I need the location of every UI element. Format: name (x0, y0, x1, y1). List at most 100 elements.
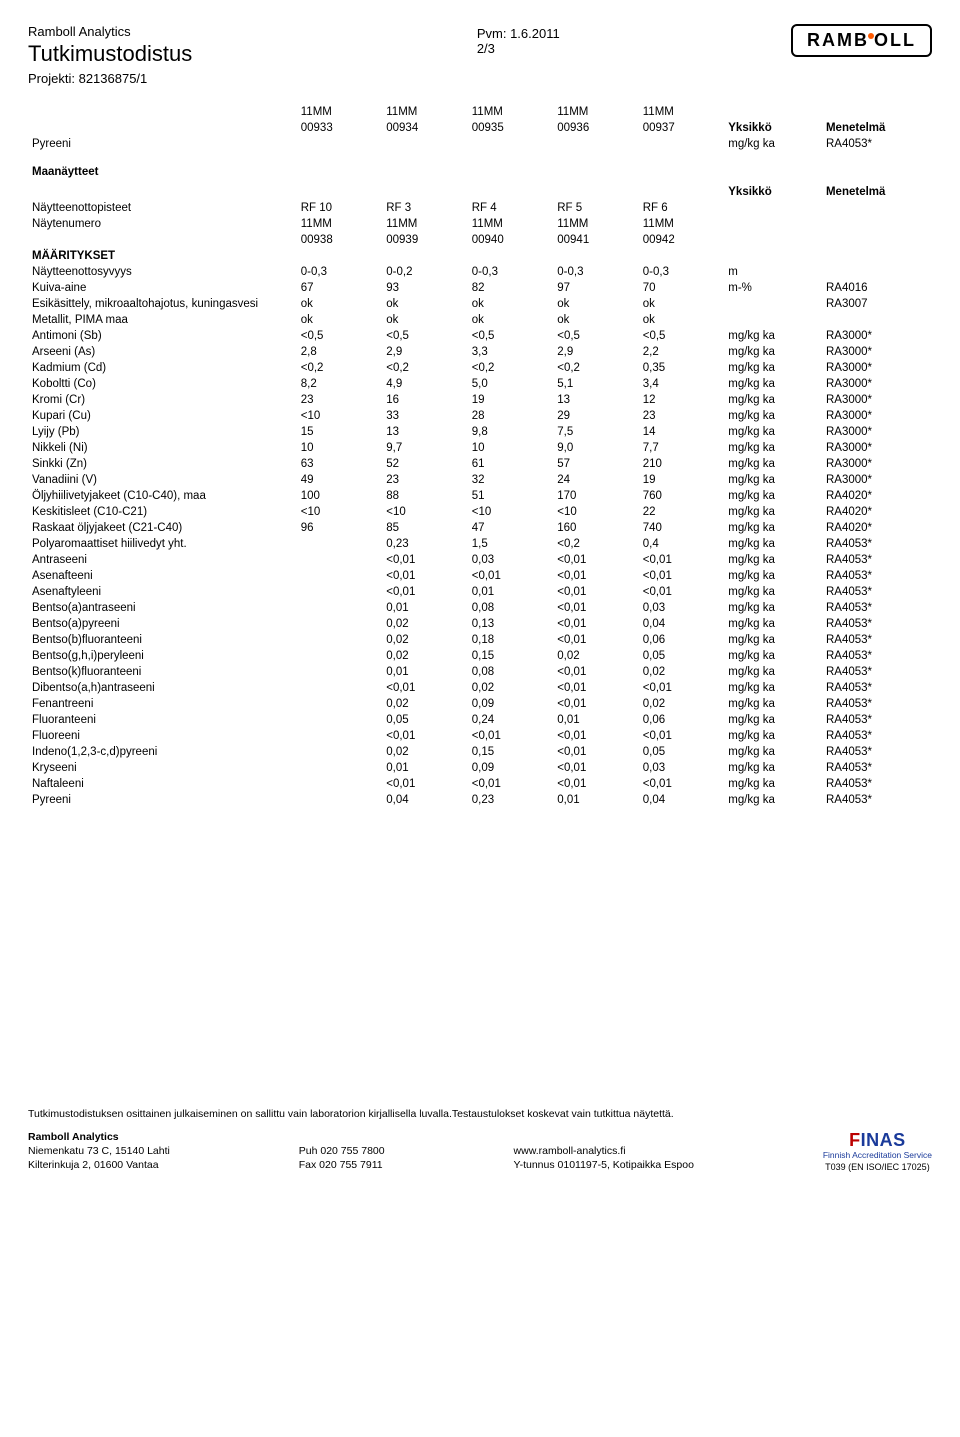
cell-value: <0,01 (639, 728, 725, 744)
unit-header: Yksikkö (724, 104, 822, 136)
cell-unit: mg/kg ka (724, 616, 822, 632)
sample-h4-l1: 11MM (553, 104, 639, 120)
numero-l1-3: 11MM (553, 216, 639, 232)
cell-unit: mg/kg ka (724, 520, 822, 536)
cell-value (297, 568, 383, 584)
cell-value (297, 648, 383, 664)
cell-method: RA4016 (822, 280, 932, 296)
cell-label: Kuiva-aine (28, 280, 297, 296)
cell-value: 93 (382, 280, 468, 296)
cell-value: 0,08 (468, 600, 554, 616)
cell-method: RA4053* (822, 760, 932, 776)
cell-value: 22 (639, 504, 725, 520)
top-row-pyreeni: Pyreeni mg/kg ka RA4053* (28, 136, 932, 152)
cell-label: Lyijy (Pb) (28, 424, 297, 440)
page-number: 2/3 (477, 41, 791, 56)
cell-value: <0,01 (553, 776, 639, 792)
cell-unit: mg/kg ka (724, 424, 822, 440)
table-row: Polyaromaattiset hiilivedyt yht.0,231,5<… (28, 536, 932, 552)
cell-label: Kromi (Cr) (28, 392, 297, 408)
cell-value: ok (639, 296, 725, 312)
cell-label: Naftaleeni (28, 776, 297, 792)
header-right: RAMBOLL (791, 24, 932, 57)
cell-label: Bentso(b)fluoranteeni (28, 632, 297, 648)
cell-value: <0,01 (553, 744, 639, 760)
table-row: Esikäsittely, mikroaaltohajotus, kuninga… (28, 296, 932, 312)
cell-value: 85 (382, 520, 468, 536)
cell-value: 47 (468, 520, 554, 536)
cell-value: 33 (382, 408, 468, 424)
footer-b2-l2: Fax 020 755 7911 (299, 1159, 383, 1171)
cell-value: 63 (297, 456, 383, 472)
cell-value: 9,7 (382, 440, 468, 456)
cell-value: <0,01 (382, 680, 468, 696)
project-line: Projekti: 82136875/1 (28, 71, 477, 86)
cell-value: 0,01 (468, 584, 554, 600)
cell-label: Keskitisleet (C10-C21) (28, 504, 297, 520)
cell-label: Bentso(k)fluoranteeni (28, 664, 297, 680)
table-row: Dibentso(a,h)antraseeni<0,010,02<0,01<0,… (28, 680, 932, 696)
cell-label: Sinkki (Zn) (28, 456, 297, 472)
cell-value: <0,01 (553, 664, 639, 680)
cell-method: RA4053* (822, 648, 932, 664)
cell-value: <0,01 (382, 728, 468, 744)
cell-value: <0,2 (297, 360, 383, 376)
cell-value: 13 (382, 424, 468, 440)
footer-block-1: Ramboll Analytics Niemenkatu 73 C, 15140… (28, 1130, 170, 1173)
cell-value (297, 584, 383, 600)
cell-unit: mg/kg ka (724, 344, 822, 360)
cell-label: Raskaat öljyjakeet (C21-C40) (28, 520, 297, 536)
cell-unit (724, 296, 822, 312)
cell-value: <0,01 (639, 680, 725, 696)
numero-l2-0: 00938 (297, 232, 383, 248)
cell-label: Koboltti (Co) (28, 376, 297, 392)
cell-unit: mg/kg ka (724, 392, 822, 408)
pisteet-v3: RF 5 (553, 200, 639, 216)
table-row: Kryseeni0,010,09<0,010,03mg/kg kaRA4053* (28, 760, 932, 776)
sample-h3-l1: 11MM (468, 104, 554, 120)
cell-value: 9,0 (553, 440, 639, 456)
cell-value: 2,2 (639, 344, 725, 360)
cell-value (297, 696, 383, 712)
method-header2: Menetelmä (822, 184, 932, 200)
cell-value: 0-0,3 (297, 264, 383, 280)
footer-b1-l1: Ramboll Analytics (28, 1131, 119, 1143)
cell-method: RA4053* (822, 744, 932, 760)
unit-header2: Yksikkö (724, 184, 822, 200)
cell-value: 740 (639, 520, 725, 536)
cell-value: 0,18 (468, 632, 554, 648)
cell-unit: mg/kg ka (724, 712, 822, 728)
cell-value: <0,2 (382, 360, 468, 376)
cell-value: 8,2 (297, 376, 383, 392)
unit-method-header-row: Yksikkö Menetelmä (28, 184, 932, 200)
footer-b3-l1: www.ramboll-analytics.fi (514, 1145, 626, 1157)
cell-method (822, 264, 932, 280)
cell-value: <0,2 (553, 360, 639, 376)
cell-value: 4,9 (382, 376, 468, 392)
cell-value: <0,5 (553, 328, 639, 344)
cell-value: 14 (639, 424, 725, 440)
cell-unit: mg/kg ka (724, 696, 822, 712)
cell-value: <0,2 (468, 360, 554, 376)
cell-value: 23 (382, 472, 468, 488)
cell-value: <0,01 (553, 760, 639, 776)
cell-value: 2,9 (553, 344, 639, 360)
cell-unit: mg/kg ka (724, 552, 822, 568)
cell-method: RA4053* (822, 664, 932, 680)
cell-value: <0,01 (553, 616, 639, 632)
method-header: Menetelmä (822, 104, 932, 136)
cell-value: <0,01 (553, 696, 639, 712)
cell-unit: mg/kg ka (724, 792, 822, 808)
sample-h1-l1: 11MM (297, 104, 383, 120)
cell-value (297, 680, 383, 696)
cell-value: 0-0,3 (639, 264, 725, 280)
cell-label: Fluoreeni (28, 728, 297, 744)
cell-unit: m (724, 264, 822, 280)
sample-h5-l2: 00937 (639, 120, 725, 136)
cell-unit: mg/kg ka (724, 136, 822, 152)
cell-value: 7,5 (553, 424, 639, 440)
cell-unit: mg/kg ka (724, 744, 822, 760)
cell-unit: mg/kg ka (724, 584, 822, 600)
table-row: Lyijy (Pb)15139,87,514mg/kg kaRA3000* (28, 424, 932, 440)
cell-label: Nikkeli (Ni) (28, 440, 297, 456)
